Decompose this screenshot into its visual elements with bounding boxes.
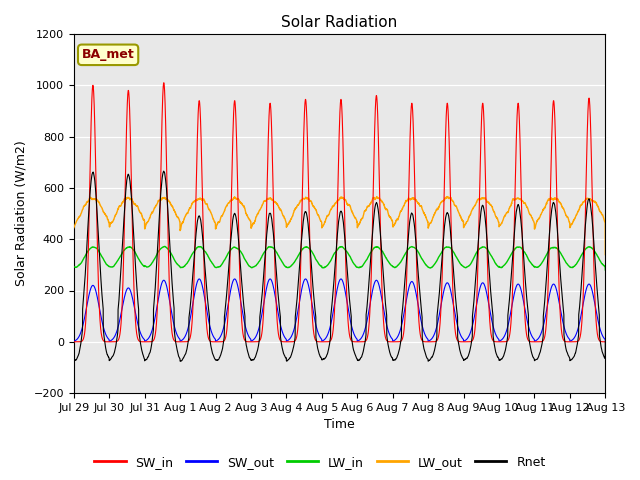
Rnet bbox=[126, 180, 134, 186]
LW_in bbox=[126, 244, 134, 250]
SW_in bbox=[126, 124, 134, 130]
LW_in bbox=[134, 255, 141, 261]
Rnet bbox=[326, 335, 334, 340]
LW_in bbox=[248, 265, 256, 271]
LW_in bbox=[70, 264, 77, 269]
SW_in bbox=[326, 338, 334, 344]
SW_in bbox=[602, 339, 609, 345]
Rnet bbox=[248, 357, 256, 363]
Y-axis label: Solar Radiation (W/m2): Solar Radiation (W/m2) bbox=[15, 141, 28, 287]
LW_out bbox=[438, 198, 446, 204]
SW_out bbox=[326, 324, 334, 329]
Rnet bbox=[134, 298, 141, 304]
LW_in bbox=[338, 243, 346, 249]
SW_in bbox=[70, 339, 77, 345]
Rnet bbox=[602, 339, 609, 345]
Line: SW_in: SW_in bbox=[74, 83, 605, 342]
LW_out bbox=[481, 196, 488, 202]
Title: Solar Radiation: Solar Radiation bbox=[282, 15, 397, 30]
SW_out bbox=[195, 276, 203, 282]
SW_in bbox=[481, 144, 488, 150]
LW_out bbox=[602, 252, 609, 257]
LW_out bbox=[444, 193, 452, 199]
Rnet bbox=[70, 357, 77, 362]
SW_out bbox=[248, 337, 256, 343]
LW_out bbox=[134, 204, 141, 210]
Line: LW_in: LW_in bbox=[74, 246, 605, 270]
SW_in bbox=[248, 339, 256, 345]
Rnet bbox=[160, 168, 168, 174]
SW_in bbox=[134, 336, 141, 342]
SW_in bbox=[438, 269, 446, 275]
LW_out bbox=[70, 225, 77, 231]
LW_out bbox=[326, 208, 334, 214]
Rnet bbox=[177, 359, 185, 364]
Rnet bbox=[481, 213, 489, 218]
Rnet bbox=[438, 249, 446, 255]
LW_in bbox=[602, 267, 609, 273]
LW_in bbox=[481, 244, 488, 250]
Line: Rnet: Rnet bbox=[74, 171, 605, 361]
SW_in bbox=[160, 80, 168, 85]
LW_in bbox=[326, 259, 334, 264]
Line: SW_out: SW_out bbox=[74, 279, 605, 342]
SW_out bbox=[126, 287, 134, 293]
LW_out bbox=[248, 222, 256, 228]
LW_out bbox=[126, 197, 134, 203]
SW_out bbox=[602, 339, 609, 345]
X-axis label: Time: Time bbox=[324, 419, 355, 432]
LW_in bbox=[438, 248, 446, 254]
SW_out bbox=[134, 321, 141, 327]
Text: BA_met: BA_met bbox=[82, 48, 134, 61]
SW_out bbox=[70, 338, 77, 344]
SW_out bbox=[481, 283, 488, 288]
Line: LW_out: LW_out bbox=[74, 196, 605, 254]
SW_out bbox=[438, 296, 446, 301]
Legend: SW_in, SW_out, LW_in, LW_out, Rnet: SW_in, SW_out, LW_in, LW_out, Rnet bbox=[90, 451, 550, 474]
